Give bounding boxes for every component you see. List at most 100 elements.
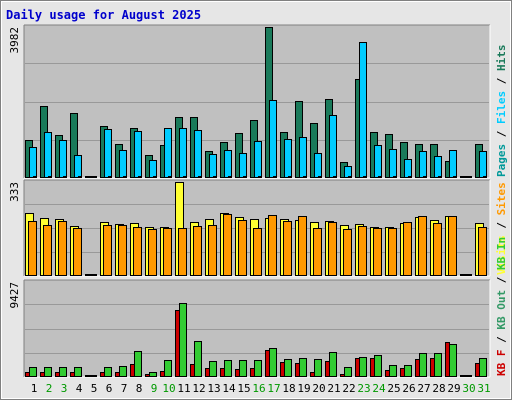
legend-entry: Hits xyxy=(495,45,508,78)
bar-sites xyxy=(328,222,337,276)
bar-sites xyxy=(298,216,307,276)
panel-visits-sites: 333 xyxy=(8,179,491,277)
bar-kb-in xyxy=(44,367,52,377)
x-tick-label: 8 xyxy=(136,382,143,395)
bar-kb-in xyxy=(194,341,202,377)
bar-files xyxy=(389,149,397,178)
bar-kb-f xyxy=(25,372,30,377)
bar-sites xyxy=(253,228,262,276)
legend-entry: KB Out xyxy=(495,290,508,336)
bar-kb-f xyxy=(460,375,465,377)
bar-files xyxy=(59,140,67,178)
bar-pages xyxy=(108,176,111,178)
bar-kb-in xyxy=(314,359,322,377)
bar-pages xyxy=(213,176,216,178)
bar-sites xyxy=(148,229,157,276)
x-tick-label: 27 xyxy=(417,382,430,395)
bar-pages xyxy=(168,176,171,178)
bar-kb-in xyxy=(134,351,142,377)
bar-pages xyxy=(198,176,201,178)
bar-kb-f xyxy=(235,369,240,377)
bar-files xyxy=(284,139,292,178)
x-tick-label: 24 xyxy=(372,382,386,395)
bar-kb-f xyxy=(475,363,480,377)
legend-entry: Sites xyxy=(495,182,508,222)
x-tick-label: 15 xyxy=(237,382,250,395)
x-tick-label: 16 xyxy=(252,382,265,395)
x-tick-label: 14 xyxy=(222,382,236,395)
bar-sites xyxy=(448,216,457,276)
bar-sites xyxy=(43,225,52,276)
bar-sites xyxy=(433,223,442,276)
bar-kb-f xyxy=(40,372,45,377)
bar-kb-in xyxy=(389,365,397,377)
bar-pages xyxy=(273,176,276,178)
bar-files xyxy=(164,128,172,178)
bar-pages xyxy=(243,176,246,178)
max-value-label: 333 xyxy=(8,182,21,202)
bar-kb-f xyxy=(130,364,135,377)
bar-kb-f xyxy=(220,368,225,377)
panel-hits-files-pages: 3982 xyxy=(8,24,491,179)
bar-files xyxy=(404,159,412,178)
bar-pages xyxy=(78,176,81,178)
bar-pages xyxy=(33,176,36,178)
bar-sites xyxy=(28,221,37,276)
x-tick-label: 31 xyxy=(477,382,490,395)
bar-kb-in xyxy=(404,365,412,377)
x-tick-label: 21 xyxy=(327,382,340,395)
bar-pages xyxy=(123,176,126,178)
bar-files xyxy=(374,145,382,178)
bar-kb-f xyxy=(85,375,90,377)
bar-files xyxy=(449,150,457,178)
bar-pages xyxy=(363,176,366,178)
bar-kb-f xyxy=(445,342,450,377)
bar-pages xyxy=(423,176,426,178)
chart-panels: 3982 333 9427 Pages / Files / Hits Visits / … xyxy=(8,24,508,378)
bar-files xyxy=(179,128,187,178)
x-tick-label: 5 xyxy=(91,382,98,395)
x-tick-label: 7 xyxy=(121,382,128,395)
legend-text: KB F / KB Out / KB In xyxy=(495,237,508,376)
bar-kb-in xyxy=(284,359,292,377)
bar-kb-f xyxy=(340,374,345,377)
bar-sites xyxy=(208,225,217,276)
bar-kb-f xyxy=(205,368,210,377)
x-tick-label: 13 xyxy=(207,382,220,395)
bar-pages xyxy=(228,176,231,178)
bar-kb-in xyxy=(149,372,157,377)
bar-kb-in xyxy=(89,375,97,377)
bar-sites xyxy=(133,227,142,276)
x-tick-label: 9 xyxy=(151,382,158,395)
legend-entry: / xyxy=(495,130,508,144)
bar-files xyxy=(134,131,142,178)
x-tick-label: 26 xyxy=(402,382,415,395)
legend-visits-sites: Visits / Sites xyxy=(495,182,508,275)
bar-pages xyxy=(48,176,51,178)
bar-kb-f xyxy=(250,368,255,377)
bar-kb-f xyxy=(280,362,285,377)
bar-sites xyxy=(103,225,112,276)
x-axis-labels: 1 2 3 4 5 6 7 8 9 10 11 12 13 14 15 16 17 18 19 20 21 22 23 24 2… xyxy=(31,382,491,395)
x-tick-label: 17 xyxy=(267,382,280,395)
bar-kb-f xyxy=(160,371,165,377)
legend-kbytes: KB F / KB Out / KB In xyxy=(495,237,508,376)
bar-kb-f xyxy=(175,310,180,377)
x-tick-label: 10 xyxy=(162,382,175,395)
bar-pages xyxy=(138,176,141,178)
bar-kb-in xyxy=(59,367,67,377)
bar-kb-in xyxy=(434,353,442,377)
bar-sites xyxy=(313,228,322,276)
bar-kb-in xyxy=(104,367,112,377)
bar-sites xyxy=(58,221,67,276)
bar-kb-in xyxy=(449,344,457,377)
bar-kb-in xyxy=(479,358,487,377)
legend-entry: / xyxy=(495,276,508,290)
bar-sites xyxy=(178,228,187,276)
bar-files xyxy=(344,166,352,178)
bar-sites xyxy=(373,228,382,276)
bar-files xyxy=(104,129,112,178)
legend-hits-files-pages: Pages / Files / Hits xyxy=(495,45,508,178)
